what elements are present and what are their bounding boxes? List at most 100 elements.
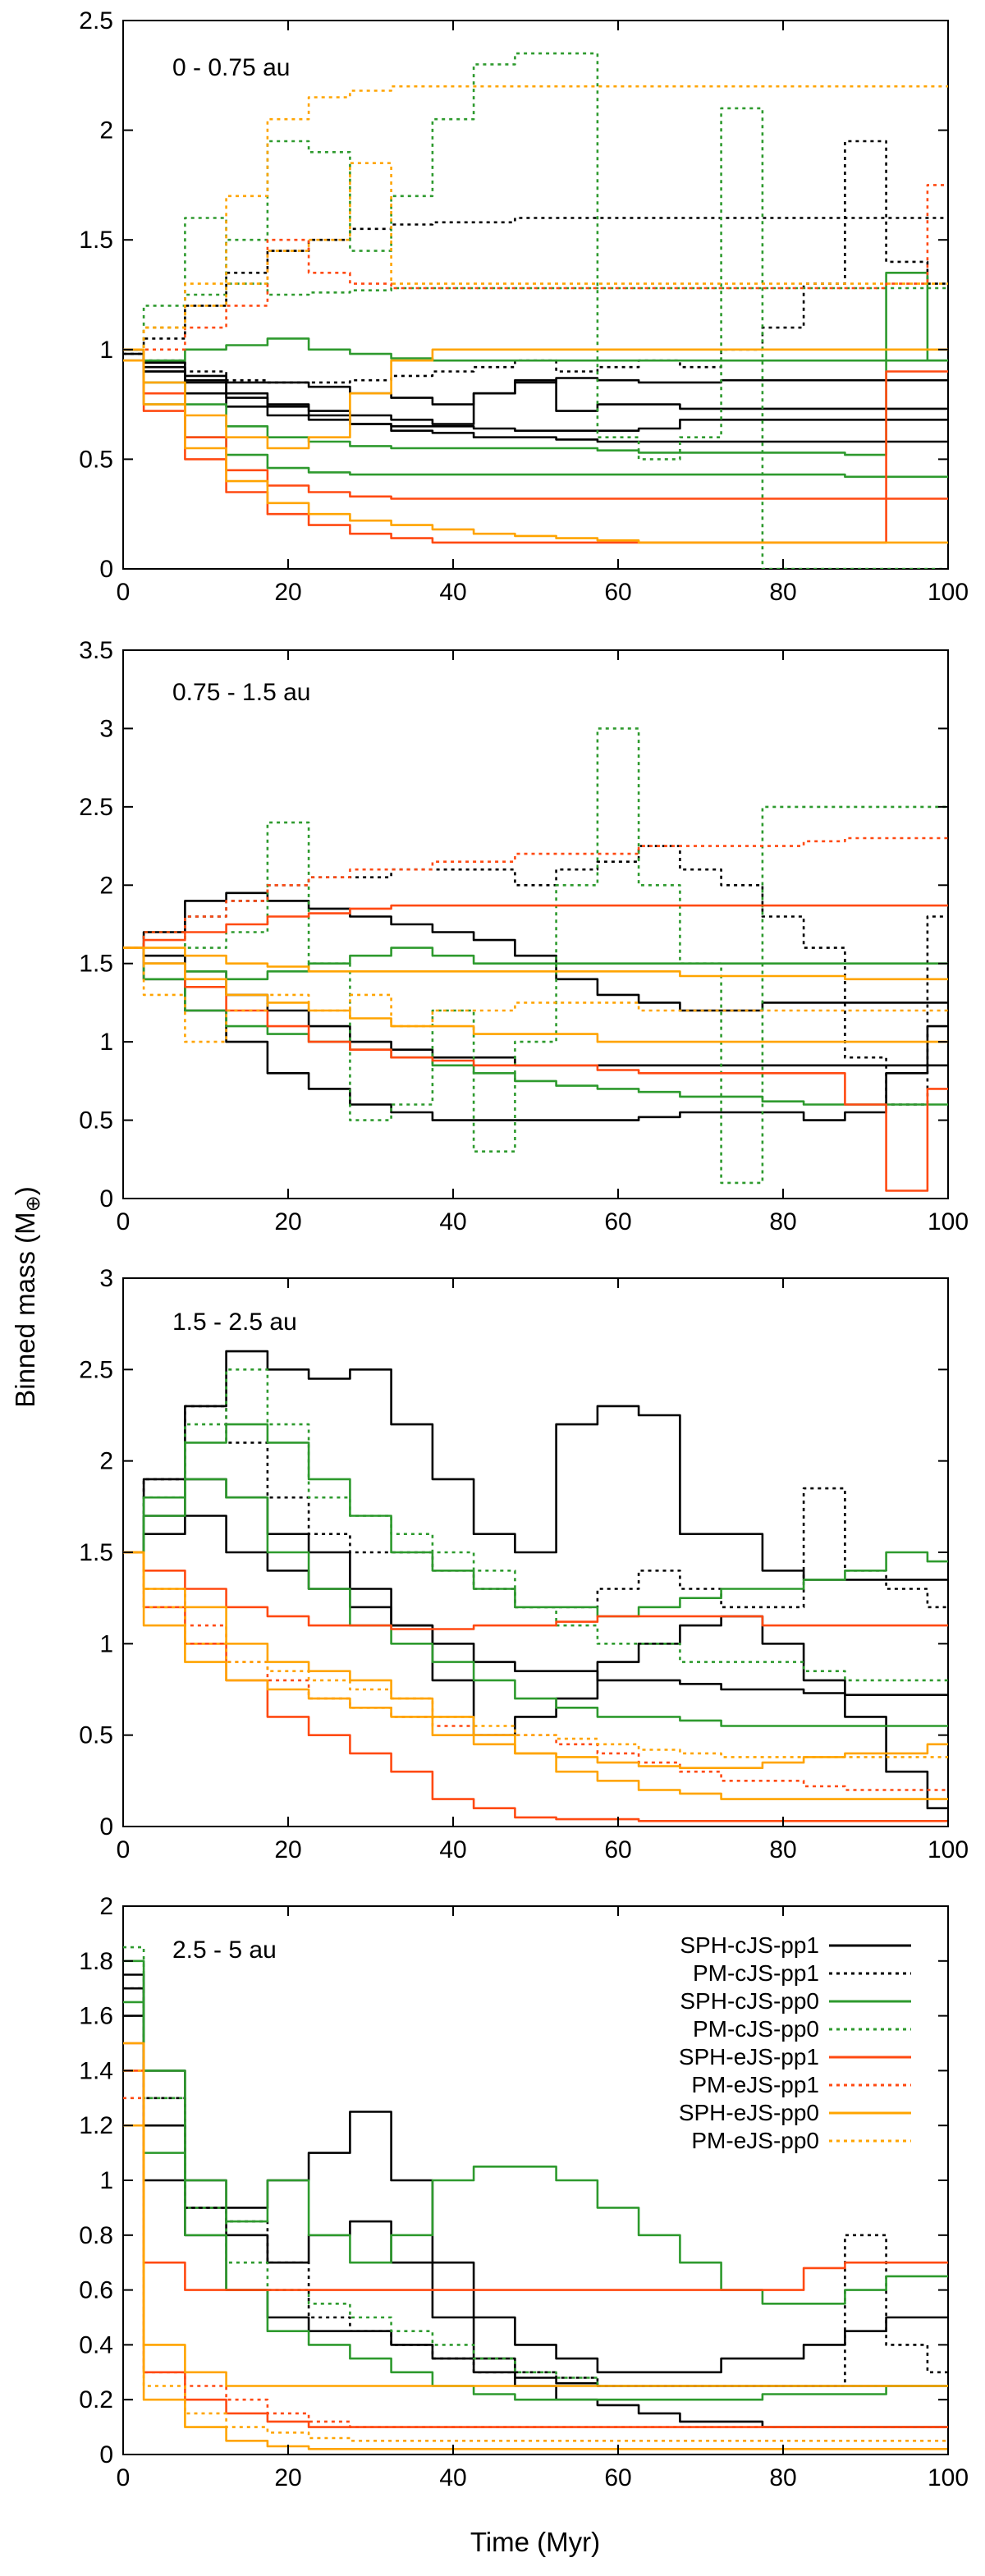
series-line-sph-cjs-pp1 [123, 348, 948, 406]
series-line-sph-ejs-pp0 [123, 2124, 948, 2450]
x-tick-label: 20 [274, 579, 301, 606]
legend-label: SPH-cJS-pp0 [680, 1988, 819, 2014]
series-line-pm-ejs-pp1 [123, 837, 948, 949]
y-tick-label: 0.4 [79, 2331, 113, 2358]
y-tick-label: 2.5 [79, 7, 113, 34]
series-line-sph-ejs-pp1 [123, 359, 948, 544]
x-tick-label: 100 [928, 1208, 969, 1235]
y-ticks: 0 0.5 1 1.5 2 2.5 [79, 7, 948, 583]
series-line-pm-cjs-pp1 [123, 845, 948, 1106]
series-line-sph-ejs-pp0 [123, 947, 948, 981]
x-tick-label: 60 [604, 579, 631, 606]
y-tick-label: 1.2 [79, 2112, 113, 2139]
legend-label: PM-cJS-pp0 [693, 2016, 819, 2042]
series-line-sph-cjs-pp0 [123, 1478, 948, 1727]
series-line-sph-ejs-pp1 [123, 2042, 948, 2291]
series-line-pm-ejs-pp0 [123, 947, 948, 1043]
series-line-sph-cjs-pp0 [123, 1423, 948, 1618]
legend-entry: PM-cJS-pp1 [693, 1960, 911, 1986]
panel-title: 0 - 0.75 au [172, 54, 290, 81]
y-tick-label: 0.5 [79, 1722, 113, 1749]
series-line-sph-cjs-pp0 [123, 947, 948, 981]
series-line-sph-ejs-pp1 [123, 2070, 948, 2428]
series-line-pm-cjs-pp1 [123, 217, 948, 355]
y-ticks: 0 0.5 1 1.5 2 2.5 3 3.5 [79, 637, 948, 1212]
series-line-sph-cjs-pp0 [123, 2001, 948, 2401]
y-tick-label: 2 [99, 117, 113, 144]
y-tick-label: 2.5 [79, 794, 113, 821]
legend-entry: SPH-eJS-pp0 [679, 2100, 911, 2125]
panel-4: 0 0.2 0.4 0.6 0.8 1 1.2 1.4 1.6 1.8 2 0 20 40 60 80 100… [79, 1893, 969, 2491]
x-tick-label: 100 [928, 579, 969, 606]
y-tick-label: 3 [99, 715, 113, 742]
x-tick-label: 20 [274, 1836, 301, 1863]
x-tick-label: 0 [117, 2464, 131, 2491]
panel-3: 0 0.5 1 1.5 2 2.5 3 0 20 40 60 80 100 1.5 - 2.5 au [79, 1265, 969, 1863]
x-tick-label: 80 [769, 1836, 796, 1863]
plot-frame [122, 649, 949, 1199]
y-tick-label: 2.5 [79, 1356, 113, 1383]
series-line-sph-cjs-pp0 [123, 337, 948, 362]
series-line-pm-ejs-pp0 [123, 85, 948, 351]
x-tick-label: 40 [439, 579, 466, 606]
y-tick-label: 2 [99, 1893, 113, 1920]
y-axis-label-text: Binned mass (M [10, 1212, 40, 1407]
y-tick-label: 1.5 [79, 951, 113, 978]
legend-entry: SPH-cJS-pp1 [680, 1932, 911, 1958]
series-line-sph-ejs-pp1 [123, 947, 948, 1192]
y-tick-label: 0.5 [79, 446, 113, 473]
series-line-sph-ejs-pp0 [123, 947, 948, 1043]
x-tick-label: 60 [604, 1836, 631, 1863]
x-ticks: 0 20 40 60 80 100 [117, 21, 969, 606]
y-tick-label: 0 [99, 1813, 113, 1840]
series-line-sph-ejs-pp0 [123, 348, 948, 450]
series-line-pm-cjs-pp1 [123, 1405, 948, 1609]
legend: SPH-cJS-pp1PM-cJS-pp1SPH-cJS-pp0PM-cJS-p… [679, 1932, 911, 2153]
series-line-pm-ejs-pp1 [123, 184, 948, 351]
legend-entry: SPH-eJS-pp1 [679, 2044, 911, 2070]
series-line-sph-cjs-pp1 [123, 1973, 948, 2374]
y-tick-label: 1 [99, 1029, 113, 1056]
y-tick-label: 0.5 [79, 1107, 113, 1134]
series-line-sph-cjs-pp1 [123, 2015, 948, 2387]
series-line-pm-cjs-pp0 [123, 1368, 948, 1682]
series-line-sph-cjs-pp1 [123, 947, 948, 1121]
y-ticks: 0 0.2 0.4 0.6 0.8 1 1.2 1.4 1.6 1.8 2 [79, 1893, 948, 2468]
y-tick-label: 0 [99, 2441, 113, 2468]
y-axis-label: Binned mass (M⊕) [10, 1186, 44, 1408]
x-ticks: 0 20 40 60 80 100 [117, 650, 969, 1235]
legend-label: PM-eJS-pp0 [691, 2128, 819, 2153]
x-ticks: 0 20 40 60 80 100 [117, 1278, 969, 1863]
series-line-sph-cjs-pp0 [123, 1960, 948, 2305]
y-tick-label: 0.6 [79, 2277, 113, 2304]
series-line-sph-ejs-pp0 [123, 359, 948, 544]
y-tick-label: 1.5 [79, 1539, 113, 1566]
x-axis-label: Time (Myr) [470, 2527, 600, 2557]
legend-label: SPH-eJS-pp0 [679, 2100, 819, 2125]
x-tick-label: 60 [604, 1208, 631, 1235]
y-tick-label: 0 [99, 556, 113, 583]
series-line-sph-ejs-pp0 [123, 2042, 948, 2387]
series-line-pm-cjs-pp1 [123, 140, 948, 384]
y-axis-label-symbol: ⊕ [22, 1195, 44, 1212]
series-line-pm-cjs-pp0 [123, 1946, 948, 2387]
series-line-sph-ejs-pp1 [123, 904, 948, 949]
series-line-sph-cjs-pp1 [123, 348, 948, 443]
y-tick-label: 1.8 [79, 1948, 113, 1975]
series-line-pm-ejs-pp0 [123, 2070, 948, 2442]
series-line-sph-cjs-pp0 [123, 272, 948, 456]
series-line-pm-cjs-pp1 [123, 1987, 948, 2387]
series-lines [123, 1946, 948, 2450]
series-line-sph-ejs-pp0 [123, 1551, 948, 1800]
x-tick-label: 80 [769, 2464, 796, 2491]
legend-label: SPH-cJS-pp1 [680, 1932, 819, 1958]
legend-entry: PM-eJS-pp1 [691, 2072, 911, 2097]
y-tick-label: 0.2 [79, 2386, 113, 2413]
y-tick-label: 1.4 [79, 2057, 113, 2084]
y-tick-label: 1.5 [79, 227, 113, 254]
series-line-sph-cjs-pp1 [123, 348, 948, 432]
x-tick-label: 0 [117, 579, 131, 606]
y-tick-label: 1.6 [79, 2003, 113, 2030]
legend-entry: SPH-cJS-pp0 [680, 1988, 911, 2014]
